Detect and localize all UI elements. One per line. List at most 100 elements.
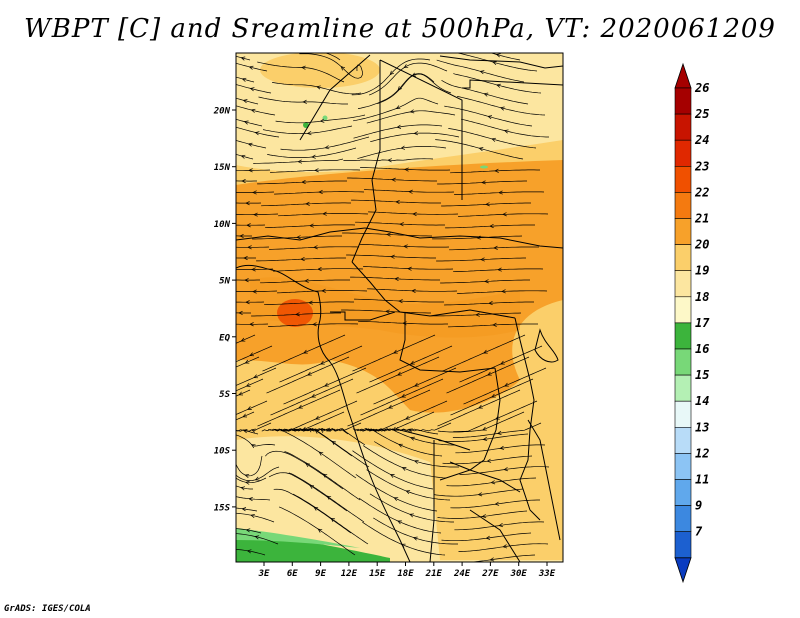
streamline-arrow [493,245,498,250]
lon-tick-label: 30E [510,569,528,579]
streamline-arrow [318,189,323,195]
country-borders [236,54,563,562]
streamline-arrow [240,56,246,61]
streamline-arrow [485,535,491,540]
streamline-arrow [489,223,494,229]
streamline-arrow [245,201,250,206]
streamline-arrow [496,430,502,436]
streamline-arrow [405,490,411,495]
streamline-arrow [499,445,505,450]
streamline-arrow [494,501,500,506]
colorbar-label: 20 [694,238,709,252]
streamline-arrow [501,289,506,294]
streamline-arrow [242,99,248,104]
streamline-arrow [297,159,303,164]
streamline-arrow [388,404,393,409]
colorbar-swatch [674,348,692,376]
colorbar-legend: 26 25 24 23 22 21 20 19 18 17 16 15 14 13 12 11 9 7 [674,62,710,584]
streamline-arrow [295,312,300,317]
lon-tick-label: 15E [369,569,386,579]
streamline-arrow [396,124,402,129]
streamline-arrow [249,352,255,357]
streamline-arrow [477,492,483,497]
colorbar-bottom-arrow [674,557,692,584]
streamline-arrow [250,108,256,113]
lon-tick-label: 12E [341,569,358,579]
streamline-arrow [389,70,395,76]
lat-tick-label: 5N [219,277,230,287]
streamline-arrow [413,459,419,464]
streamline-arrow [252,289,257,294]
streamline-arrow [482,426,487,431]
streamline-arrow [254,131,260,136]
streamline-arrow [403,64,409,69]
streamline-arrow [311,154,316,159]
streamline-arrow [322,211,327,216]
streamline-arrow [401,467,407,471]
streamline-arrow [391,177,396,182]
colorbar-swatch [674,139,692,167]
streamline-arrow [502,544,508,549]
streamline-arrow [249,322,254,327]
streamline-arrow [319,118,325,123]
streamline [236,496,271,501]
streamline [236,477,267,484]
streamline-arrow [403,244,408,249]
streamline-arrow [410,436,415,441]
streamline-arrow [241,77,247,82]
streamline-arrow [324,382,329,387]
streamline-arrow [314,429,320,434]
streamline-arrow [393,497,399,502]
streamline-arrow [340,66,346,71]
streamline-arrow [400,145,406,150]
colorbar-swatch [674,479,692,506]
streamline-arrow [408,428,413,433]
streamline-arrow [247,406,252,410]
streamline-arrow [306,131,312,136]
colorbar-label: 9 [695,499,702,513]
streamline-arrow [306,49,310,53]
lon-tick-label: 21E [425,569,443,579]
streamline-arrow [480,257,485,262]
streamline-arrow [398,443,403,448]
streamline-arrow [302,99,307,104]
streamline-arrow [413,131,419,136]
streamline-arrow [246,223,251,228]
streamline-arrow [492,322,497,327]
lat-tick-label: 5S [219,390,230,400]
streamline-arrow [395,105,401,110]
streamline-arrow [393,349,398,354]
streamline-arrow [409,513,414,518]
streamline-arrow [497,267,502,272]
streamline-arrow [404,167,409,172]
lon-tick-label: 6E [287,569,298,579]
streamline-arrow [499,106,505,111]
streamline [236,118,263,127]
streamline-arrow [298,404,303,409]
colorbar-swatch [674,270,692,298]
wbpt-field [236,53,563,562]
streamline-arrow [305,463,310,468]
colorbar-swatch [674,374,692,402]
streamline-arrow [248,496,253,502]
streamline-arrow [405,415,410,420]
colorbar-label: 13 [695,420,709,434]
streamline [236,512,275,523]
streamline-arrow [408,189,413,194]
colorbar-label: 14 [695,394,709,408]
streamline-arrow [315,415,320,420]
streamline-arrow [247,142,253,147]
streamline-arrow [245,300,250,305]
lon-tick-label: 33E [538,569,556,579]
lat-tick-label: EQ [219,333,230,343]
streamline-arrow [387,158,392,163]
lat-tick-label: 15S [214,503,231,513]
streamline-arrow [250,444,256,449]
streamline-arrow [316,85,321,90]
streamline-arrow [245,480,250,485]
streamline-arrow [244,278,249,283]
colorbar-swatch [674,87,692,115]
streamline-arrow [411,288,416,294]
streamline-arrow [320,360,325,365]
streamline-arrow [397,520,402,525]
